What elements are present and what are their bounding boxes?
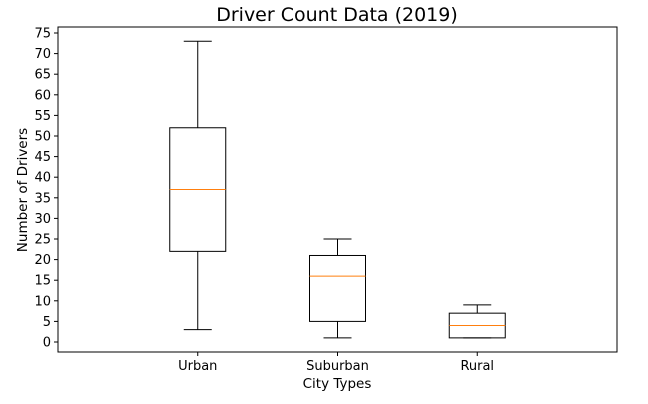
y-tick-label: 70 [34,47,51,62]
y-tick-label: 20 [34,253,51,268]
y-tick-label: 45 [34,150,51,165]
y-tick-label: 5 [43,315,51,330]
y-tick-label: 55 [34,109,51,124]
y-tick-label: 35 [34,191,51,206]
x-axis: Urban Suburban Rural [178,352,494,374]
plot-area-frame [57,26,618,353]
x-axis-label: City Types [303,376,372,392]
y-tick-label: 75 [34,27,51,42]
box-rural [448,304,506,339]
y-tick-label: 40 [34,171,51,186]
chart-title: Driver Count Data (2019) [216,4,458,26]
y-tick-label: 65 [34,68,51,83]
y-tick-label: 50 [34,130,51,145]
y-tick-label: 0 [43,336,51,351]
x-tick-label: Rural [460,359,494,374]
box-iqr [309,254,366,322]
box-series [169,40,506,339]
y-tick-label: 15 [34,274,51,289]
y-tick-label: 25 [34,233,51,248]
y-axis-label: Number of Drivers [15,128,31,252]
y-tick-label: 60 [34,88,51,103]
x-tick-label: Urban [178,359,217,374]
x-tick-label: Suburban [306,359,369,374]
box-urban [169,40,227,331]
y-axis: 0 5 10 15 20 25 30 35 40 45 50 55 60 65 70 75 [34,27,58,351]
y-tick-label: 10 [34,294,51,309]
y-tick-label: 30 [34,212,51,227]
box-suburban [309,238,366,339]
